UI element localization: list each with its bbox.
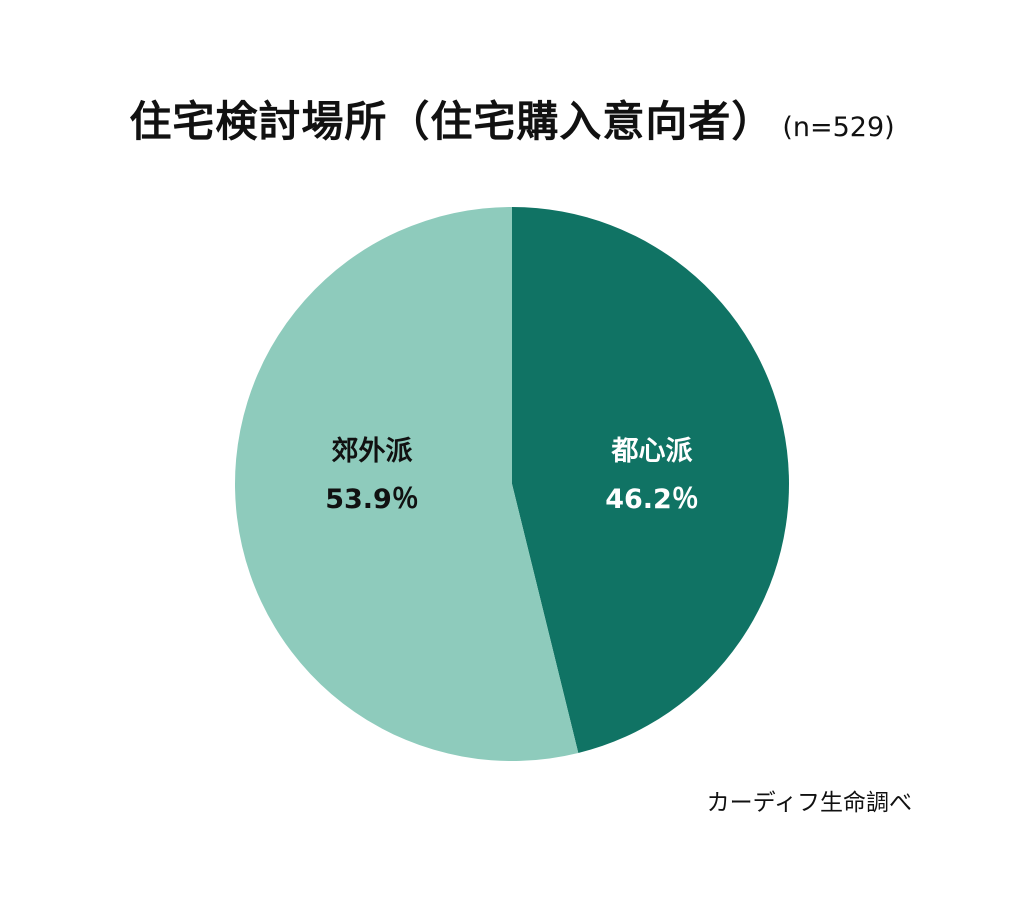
slice-name-label: 郊外派 [332,436,413,467]
slice-name-label: 都心派 [611,436,693,467]
chart-title: 住宅検討場所（住宅購入意向者） [129,97,775,146]
slice-value-label: 46.2％ [605,484,699,515]
chart-title-row: 住宅検討場所（住宅購入意向者） (n=529) [0,88,1024,149]
chart-sample-size: (n=529) [782,112,895,143]
pie-slice-2 [234,207,579,761]
slice-value-label: 53.9％ [325,484,419,515]
pie-slice-1 [512,207,789,753]
source-note: カーディフ生命調べ [706,790,912,816]
